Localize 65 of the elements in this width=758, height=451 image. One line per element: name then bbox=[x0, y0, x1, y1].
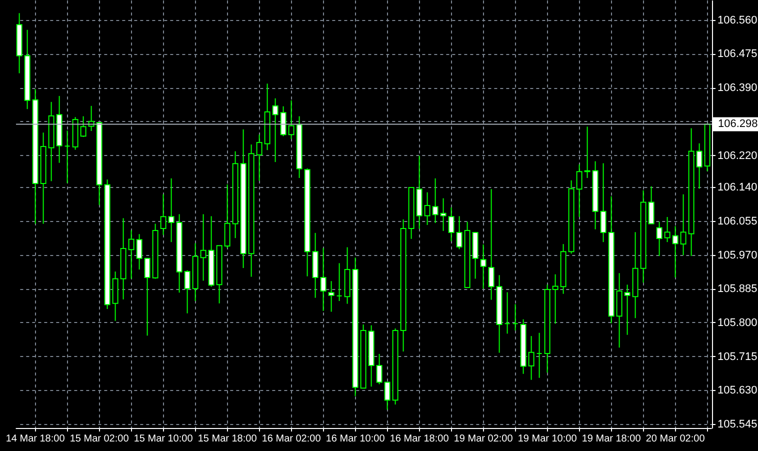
candlestick bbox=[376, 353, 382, 385]
candlestick bbox=[144, 258, 150, 336]
candlestick bbox=[288, 100, 294, 140]
candlestick bbox=[184, 270, 190, 314]
candlestick bbox=[136, 234, 142, 270]
x-tick-label: 16 Mar 18:00 bbox=[390, 434, 450, 444]
candlestick bbox=[160, 194, 166, 236]
candlestick bbox=[328, 280, 334, 312]
candlestick bbox=[128, 230, 134, 280]
y-tick-label: 106.220 bbox=[718, 150, 758, 162]
candlestick bbox=[664, 216, 670, 243]
x-tick-label: 16 Mar 10:00 bbox=[326, 434, 386, 444]
x-tick-label: 20 Mar 02:00 bbox=[646, 434, 706, 444]
candlestick bbox=[696, 142, 702, 190]
candlestick bbox=[656, 221, 662, 257]
candlestick bbox=[336, 262, 342, 302]
y-tick-label: 106.390 bbox=[718, 82, 758, 94]
x-tick-label: 19 Mar 02:00 bbox=[454, 434, 514, 444]
candlestick bbox=[624, 284, 630, 336]
candlestick bbox=[256, 134, 262, 182]
x-tick-label: 15 Mar 10:00 bbox=[134, 434, 194, 444]
y-tick-label: 106.560 bbox=[718, 14, 758, 26]
candlestick bbox=[600, 162, 606, 243]
x-tick-label: 15 Mar 18:00 bbox=[198, 434, 258, 444]
candlestick bbox=[168, 178, 174, 243]
y-tick-label: 106.475 bbox=[718, 48, 758, 60]
candlestick bbox=[528, 336, 534, 380]
candlestick bbox=[584, 126, 590, 178]
ref-line-label: 106.298 bbox=[718, 118, 758, 130]
y-tick-label: 106.055 bbox=[718, 215, 758, 228]
y-tick-label: 106.140 bbox=[718, 182, 758, 194]
candlestick bbox=[480, 244, 486, 290]
candlestick bbox=[320, 248, 326, 312]
candlestick bbox=[440, 198, 446, 232]
candlestick bbox=[448, 206, 454, 242]
y-tick-label: 105.545 bbox=[718, 418, 758, 431]
x-tick-label: 14 Mar 18:00 bbox=[6, 434, 66, 444]
candlestick bbox=[224, 184, 230, 249]
y-tick-label: 105.885 bbox=[718, 283, 758, 296]
candlestick bbox=[64, 130, 70, 184]
x-tick-label: 19 Mar 10:00 bbox=[518, 434, 578, 444]
x-tick-label: 15 Mar 02:00 bbox=[70, 434, 130, 444]
candlestick bbox=[680, 194, 686, 256]
candlestick bbox=[200, 214, 206, 282]
candlestick bbox=[424, 192, 430, 226]
y-tick-label: 105.630 bbox=[718, 384, 758, 397]
candlestick bbox=[80, 116, 86, 138]
candlestick bbox=[552, 274, 558, 324]
candlestick bbox=[280, 106, 286, 137]
candlestick bbox=[504, 292, 510, 334]
x-tick-label: 16 Mar 02:00 bbox=[262, 434, 322, 444]
candlestick bbox=[456, 216, 462, 250]
candlestick bbox=[384, 382, 390, 410]
candlestick bbox=[432, 178, 438, 224]
candlestick bbox=[536, 332, 542, 378]
candlestick bbox=[488, 188, 494, 300]
y-tick-label: 105.715 bbox=[718, 350, 758, 363]
candlestick bbox=[672, 226, 678, 278]
y-tick-label: 105.800 bbox=[718, 316, 758, 329]
x-tick-label: 19 Mar 18:00 bbox=[582, 434, 642, 444]
candlestick bbox=[272, 98, 278, 163]
candlestick bbox=[512, 304, 518, 331]
y-tick-label: 105.970 bbox=[718, 249, 758, 262]
candlestick bbox=[648, 186, 654, 224]
candlestick bbox=[576, 164, 582, 218]
